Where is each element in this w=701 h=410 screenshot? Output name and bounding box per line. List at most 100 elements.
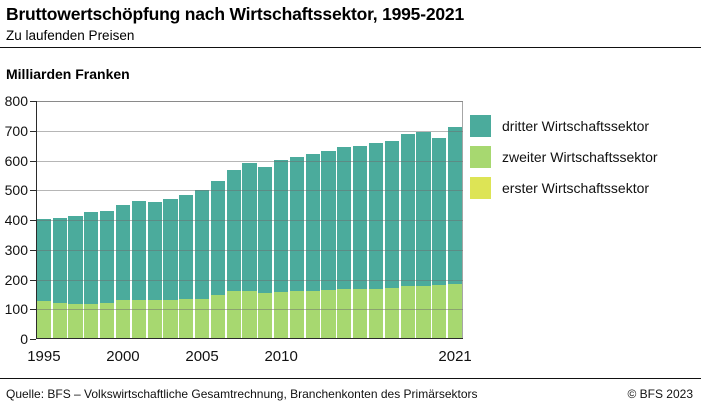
bar-segment-2019-zweiter: [416, 286, 431, 338]
bar-segment-2016-zweiter: [368, 289, 384, 338]
bar-segment-2013-zweiter: [321, 290, 336, 338]
bar-segment-2003-dritter: [163, 199, 178, 301]
bar-segment-2014-zweiter: [337, 289, 352, 338]
bar-segment-2008-dritter: [242, 162, 257, 292]
legend: dritter Wirtschaftssektor zweiter Wirtsc…: [470, 115, 695, 208]
legend-item-erster: erster Wirtschaftssektor: [470, 177, 695, 199]
y-tick-label-300: 300: [4, 241, 28, 258]
x-tick-label-2000: 2000: [106, 348, 140, 365]
y-tick-mark-icon: [30, 249, 36, 251]
y-axis-line: [36, 101, 37, 339]
bar-segment-2018-zweiter: [400, 286, 415, 338]
gridline-800: [36, 101, 463, 102]
page-title: Bruttowertschöpfung nach Wirtschaftssekt…: [6, 4, 464, 24]
bar-segment-2014-dritter: [337, 147, 352, 290]
y-axis-unit-label: Milliarden Franken: [6, 66, 130, 82]
gridline-500: [36, 190, 463, 192]
y-tick-mark-icon: [30, 220, 36, 221]
bar-segment-1996-dritter: [52, 217, 67, 304]
y-tick-label-700: 700: [4, 122, 28, 139]
bar-segment-2007-dritter: [226, 170, 241, 291]
legend-swatch-dritter-icon: [470, 115, 491, 137]
legend-swatch-erster-icon: [470, 177, 491, 199]
bar-segment-2010-zweiter: [274, 291, 289, 338]
legend-label: erster Wirtschaftssektor: [502, 180, 650, 196]
gridline-300: [36, 249, 463, 251]
gridline-600: [36, 160, 463, 162]
bar-segment-2017-dritter: [384, 141, 399, 289]
bar-segment-2004-zweiter: [179, 299, 194, 338]
bar-segment-2000-zweiter: [115, 300, 131, 338]
y-tick-label-500: 500: [4, 182, 28, 199]
legend-label: zweiter Wirtschaftssektor: [502, 149, 658, 165]
y-tick-mark-icon: [30, 101, 36, 102]
bar-segment-2000-dritter: [115, 204, 131, 301]
x-tick-label-2005: 2005: [185, 348, 219, 365]
footer-divider: [0, 378, 701, 379]
chart-plot-area: [36, 101, 463, 339]
bar-segment-2011-dritter: [289, 156, 305, 291]
y-tick-label-0: 0: [20, 331, 28, 347]
bar-segment-2015-zweiter: [353, 289, 368, 338]
y-tick-label-800: 800: [4, 93, 28, 109]
y-tick-mark-icon: [30, 339, 36, 340]
x-tick-label-2021: 2021: [438, 348, 472, 365]
y-tick-mark-icon: [30, 130, 36, 132]
bar-segment-2003-zweiter: [163, 300, 178, 338]
bar-segment-2001-zweiter: [131, 299, 146, 338]
y-tick-mark-icon: [30, 190, 36, 192]
y-tick-mark-icon: [30, 309, 36, 311]
bar-segment-2018-dritter: [400, 133, 415, 287]
bar-segment-2002-dritter: [147, 201, 162, 301]
bar-segment-2005-dritter: [194, 189, 210, 299]
bar-segment-2017-zweiter: [384, 288, 399, 338]
y-tick-mark-icon: [30, 160, 36, 162]
bar-segment-1995-zweiter: [36, 301, 51, 338]
gridline-700: [36, 130, 463, 132]
bar-segment-1998-zweiter: [84, 303, 99, 338]
legend-label: dritter Wirtschaftssektor: [502, 118, 650, 134]
bar-segment-2008-zweiter: [242, 291, 257, 338]
bar-segment-2020-zweiter: [432, 285, 447, 338]
legend-swatch-zweiter-icon: [470, 146, 491, 168]
page-subtitle: Zu laufenden Preisen: [6, 28, 135, 43]
bar-segment-1997-zweiter: [68, 303, 83, 338]
bar-segment-2019-dritter: [416, 131, 431, 287]
x-tick-label-1995: 1995: [27, 348, 61, 365]
bar-segment-2009-dritter: [258, 166, 273, 294]
x-axis-line: [36, 338, 463, 339]
bar-segment-2015-dritter: [353, 145, 368, 290]
bar-segment-1999-zweiter: [100, 303, 115, 338]
bar-segment-2011-zweiter: [289, 290, 305, 338]
bar-segment-1998-dritter: [84, 212, 99, 304]
legend-item-dritter: dritter Wirtschaftssektor: [470, 115, 695, 137]
bar-segment-2009-zweiter: [258, 293, 273, 338]
y-tick-label-100: 100: [4, 301, 28, 318]
bar-segment-2006-dritter: [210, 180, 225, 296]
bar-segment-2002-zweiter: [147, 300, 162, 338]
bar-segment-2010-dritter: [274, 160, 289, 292]
bar-segment-2006-zweiter: [210, 295, 225, 338]
gridline-200: [36, 279, 463, 281]
bar-segment-2012-zweiter: [305, 290, 320, 338]
gridline-400: [36, 220, 463, 221]
copyright-text: © BFS 2023: [627, 387, 693, 401]
gridline-100: [36, 309, 463, 311]
bar-segment-2007-zweiter: [226, 290, 241, 338]
y-tick-mark-icon: [30, 279, 36, 281]
y-tick-label-200: 200: [4, 271, 28, 288]
header-divider: [0, 47, 701, 48]
bar-segment-1997-dritter: [68, 215, 83, 304]
bar-segment-1999-dritter: [100, 210, 115, 304]
bar-segment-1996-zweiter: [52, 303, 67, 338]
bar-segment-2020-dritter: [432, 137, 447, 286]
y-tick-label-400: 400: [4, 212, 28, 228]
bar-segment-2005-zweiter: [194, 298, 210, 338]
bar-segment-2021-dritter: [447, 127, 463, 285]
bar-segment-1995-dritter: [36, 218, 51, 302]
bar-segment-2012-dritter: [305, 153, 320, 291]
bar-segment-2004-dritter: [179, 195, 194, 300]
source-text: Quelle: BFS – Volkswirtschaftliche Gesam…: [6, 387, 478, 401]
x-tick-label-2010: 2010: [264, 348, 298, 365]
